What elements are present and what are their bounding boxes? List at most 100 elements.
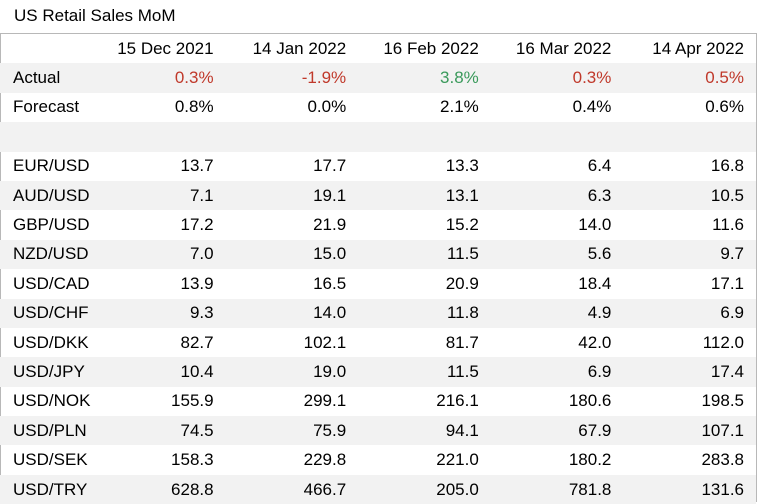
table-cell: 107.1 [623, 416, 756, 446]
table-row: USD/CHF 9.3 14.0 11.8 4.9 6.9 [0, 298, 756, 328]
table-row: EUR/USD 13.7 17.7 13.3 6.4 16.8 [0, 152, 756, 181]
table-cell: 16.8 [710, 156, 744, 176]
table-cell: 7.1 [93, 180, 226, 211]
table-cell: 221.0 [436, 450, 479, 470]
table-cell: 14.0 [225, 298, 359, 328]
table-cell: 67.9 [490, 416, 624, 446]
table-cell: 229.8 [303, 450, 347, 470]
table-row: USD/JPY 10.4 19.0 11.5 6.9 17.4 [0, 357, 756, 387]
table-cell: 20.9 [445, 273, 479, 293]
pair-label: AUD/USD [0, 180, 93, 211]
column-header: 14 Jan 2022 [252, 38, 347, 58]
header-row: 15 Dec 2021 14 Jan 2022 16 Feb 2022 16 M… [0, 34, 756, 63]
table-cell: 19.1 [225, 180, 359, 211]
table-cell: 9.7 [623, 239, 756, 270]
row-label: Forecast [13, 97, 80, 117]
table-row: USD/NOK 155.9 299.1 216.1 180.6 198.5 [0, 387, 756, 416]
forecast-value: 2.1% [440, 97, 479, 117]
table-cell: 180.2 [568, 450, 612, 470]
table-cell: 216.1 [436, 391, 479, 411]
forecast-row: Forecast 0.8% 0.0% 2.1% 0.4% 0.6% [0, 93, 756, 122]
forecast-value: 0.6% [705, 97, 744, 117]
table-cell: 7.0 [93, 239, 226, 270]
table-cell: 81.7 [445, 332, 479, 352]
table-cell: 299.1 [303, 391, 347, 411]
table-cell: 10.4 [93, 357, 226, 387]
table-cell: 205.0 [358, 474, 491, 504]
table-cell: 74.5 [93, 416, 226, 446]
pair-label: NZD/USD [0, 239, 93, 270]
table-cell: 628.8 [93, 474, 226, 504]
table-cell: 131.6 [623, 474, 756, 504]
table-cell: 13.3 [445, 156, 479, 176]
table-cell: 6.4 [587, 156, 612, 176]
table-row: USD/DKK 82.7 102.1 81.7 42.0 112.0 [0, 328, 756, 357]
forecast-value: 0.8% [174, 97, 214, 117]
column-header: 16 Feb 2022 [383, 38, 479, 58]
table-cell: 82.7 [180, 332, 214, 352]
pair-label: USD/CAD [13, 273, 90, 293]
table-cell: 4.9 [490, 298, 624, 328]
actual-value: 3.8% [358, 63, 491, 93]
table-row: NZD/USD 7.0 15.0 11.5 5.6 9.7 [0, 239, 756, 270]
table-cell: 17.2 [180, 215, 214, 235]
table-cell: 21.9 [313, 215, 347, 235]
table-cell: 18.4 [578, 273, 612, 293]
retail-sales-table: 15 Dec 2021 14 Jan 2022 16 Feb 2022 16 M… [0, 34, 756, 504]
table-cell: 283.8 [701, 450, 744, 470]
table-cell: 11.8 [358, 298, 491, 328]
table-cell: 158.3 [171, 450, 214, 470]
column-header: 15 Dec 2021 [117, 38, 214, 58]
table-cell: 19.0 [225, 357, 359, 387]
pair-label: EUR/USD [13, 156, 90, 176]
table-cell: 781.8 [490, 474, 624, 504]
spacer-row [0, 122, 756, 152]
actual-value: 0.5% [623, 63, 756, 93]
table-title: US Retail Sales MoM [14, 6, 176, 25]
header-blank [0, 34, 93, 63]
pair-label: GBP/USD [13, 215, 90, 235]
row-label: Actual [0, 63, 93, 93]
table-cell: 11.6 [712, 215, 744, 235]
column-header: 16 Mar 2022 [515, 38, 612, 58]
pair-label: USD/SEK [13, 450, 88, 470]
actual-value: 0.3% [490, 63, 624, 93]
table-cell: 15.0 [225, 239, 359, 270]
table-cell: 6.3 [490, 180, 624, 211]
table-cell: 102.1 [303, 332, 347, 352]
table-cell: 466.7 [225, 474, 359, 504]
table-cell: 10.5 [623, 180, 756, 211]
spacer-cell [0, 122, 756, 152]
table-cell: 16.5 [313, 273, 347, 293]
table-cell: 42.0 [578, 332, 612, 352]
table-cell: 112.0 [702, 332, 744, 352]
table-cell: 5.6 [490, 239, 624, 270]
actual-value: -1.9% [225, 63, 359, 93]
table-row: USD/PLN 74.5 75.9 94.1 67.9 107.1 [0, 416, 756, 446]
table-cell: 17.1 [710, 273, 744, 293]
actual-value: 0.3% [93, 63, 226, 93]
table-cell: 94.1 [358, 416, 491, 446]
pair-label: USD/TRY [0, 474, 93, 504]
table-cell: 6.9 [623, 298, 756, 328]
forecast-value: 0.4% [572, 97, 612, 117]
forecast-value: 0.0% [307, 97, 347, 117]
table-cell: 6.9 [490, 357, 624, 387]
table-row: USD/CAD 13.9 16.5 20.9 18.4 17.1 [0, 269, 756, 298]
table-cell: 15.2 [445, 215, 479, 235]
pair-label: USD/JPY [0, 357, 93, 387]
table-row: AUD/USD 7.1 19.1 13.1 6.3 10.5 [0, 180, 756, 211]
table-cell: 9.3 [93, 298, 226, 328]
pair-label: USD/NOK [13, 391, 91, 411]
table-cell: 198.5 [701, 391, 744, 411]
table-cell: 14.0 [578, 215, 612, 235]
pair-label: USD/DKK [13, 332, 89, 352]
table-cell: 11.5 [358, 239, 491, 270]
table-row: GBP/USD 17.2 21.9 15.2 14.0 11.6 [0, 210, 756, 239]
table-cell: 11.5 [358, 357, 491, 387]
pair-label: USD/CHF [0, 298, 93, 328]
actual-row: Actual 0.3% -1.9% 3.8% 0.3% 0.5% [0, 63, 756, 93]
table-cell: 17.7 [313, 156, 347, 176]
table-cell: 13.7 [180, 156, 214, 176]
table-cell: 13.9 [180, 273, 214, 293]
